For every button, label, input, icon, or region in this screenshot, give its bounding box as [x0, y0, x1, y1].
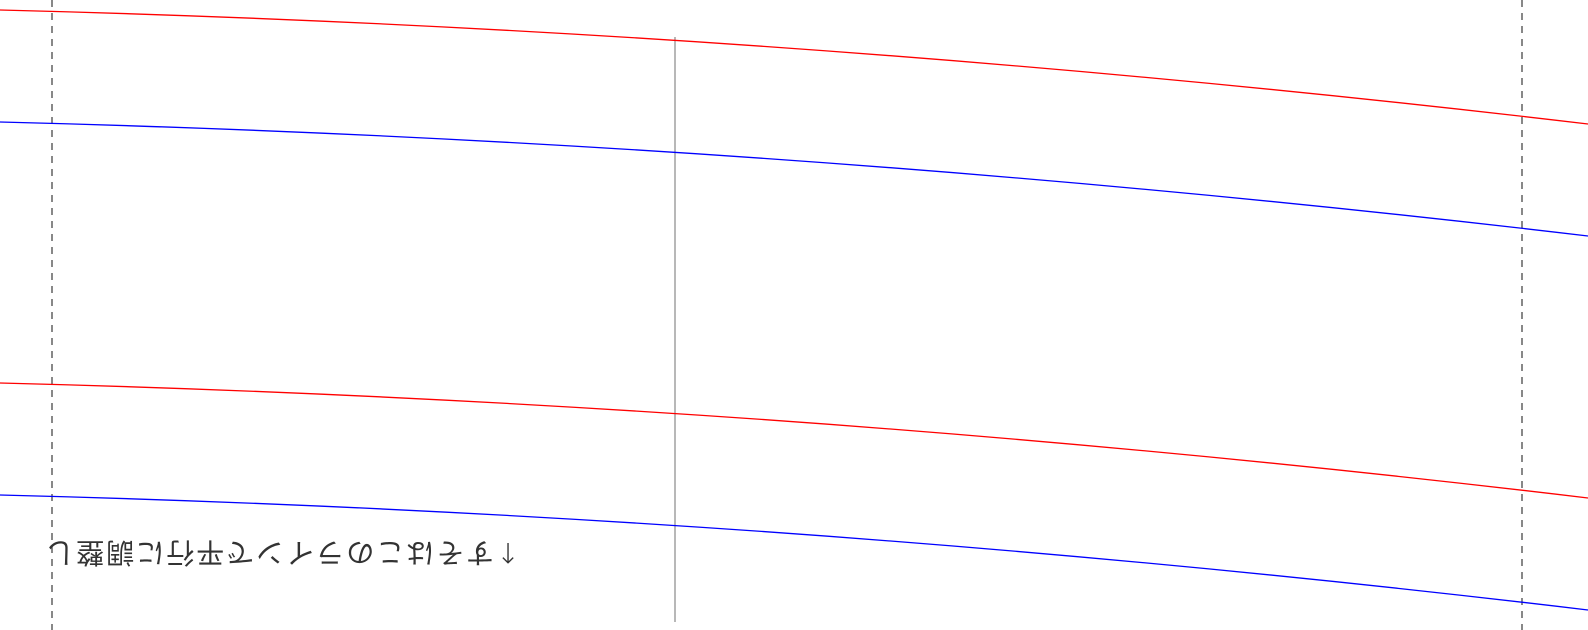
upper-red-curve: [0, 9, 1588, 125]
lower-red-curve: [0, 382, 1588, 499]
diagram-caption: ↑すそはこのラインで平行に調整し: [44, 536, 519, 569]
upper-blue-curve: [0, 121, 1588, 237]
lower-blue-curve: [0, 494, 1588, 611]
